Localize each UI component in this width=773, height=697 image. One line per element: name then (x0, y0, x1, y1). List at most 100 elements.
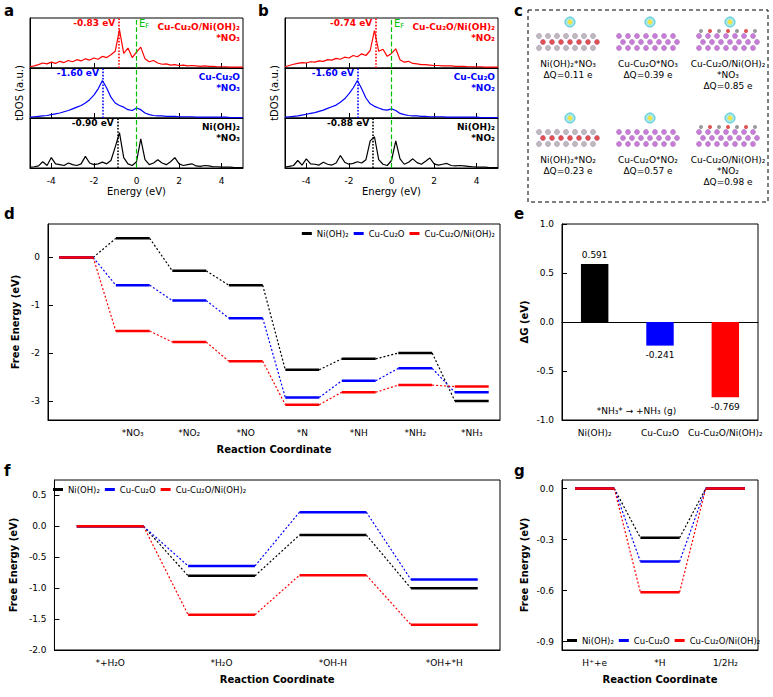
svg-text:Cu-Cu₂O/Ni(OH)₂: Cu-Cu₂O/Ni(OH)₂ (424, 229, 495, 239)
svg-text:*NH₂: *NH₂ (404, 428, 426, 438)
svg-text:-0.74 eV: -0.74 eV (330, 18, 372, 28)
svg-text:ΔQ=0.23 e: ΔQ=0.23 e (543, 166, 593, 176)
svg-text:Reaction Coordinate: Reaction Coordinate (220, 674, 335, 685)
svg-text:Cu-Cu₂O*NO₂: Cu-Cu₂O*NO₂ (618, 155, 678, 165)
svg-text:H⁺+e: H⁺+e (582, 658, 607, 668)
svg-text:-1.0: -1.0 (29, 583, 47, 593)
svg-text:Cu-Cu₂O/Ni(OH)₂: Cu-Cu₂O/Ni(OH)₂ (690, 636, 761, 646)
svg-text:*NO₃: *NO₃ (216, 33, 240, 43)
svg-text:-1.0: -1.0 (536, 415, 554, 425)
svg-text:-4: -4 (302, 176, 311, 186)
svg-text:Ni(OH)₂: Ni(OH)₂ (317, 229, 349, 239)
svg-text:*NO₂: *NO₂ (471, 133, 495, 143)
svg-text:4: 4 (474, 176, 480, 186)
svg-text:-0.83 eV: -0.83 eV (73, 18, 115, 28)
svg-text:1/2H₂: 1/2H₂ (713, 658, 738, 668)
svg-text:0.0: 0.0 (540, 317, 555, 327)
svg-text:tDOS (a.u.): tDOS (a.u.) (14, 65, 25, 121)
svg-text:-0.769: -0.769 (711, 402, 740, 412)
svg-text:-0.6: -0.6 (536, 586, 554, 596)
svg-text:Energy (eV): Energy (eV) (107, 186, 166, 197)
svg-text:d: d (4, 205, 15, 223)
svg-text:Cu-Cu₂O/Ni(OH)₂: Cu-Cu₂O/Ni(OH)₂ (691, 59, 766, 69)
svg-text:4: 4 (219, 176, 225, 186)
svg-text:Cu-Cu₂O/Ni(OH)₂: Cu-Cu₂O/Ni(OH)₂ (688, 428, 763, 438)
svg-text:b: b (258, 2, 269, 20)
svg-text:g: g (514, 462, 525, 480)
svg-text:Cu-Cu₂O: Cu-Cu₂O (641, 428, 679, 438)
svg-text:Free Energy (eV): Free Energy (eV) (8, 518, 19, 613)
svg-text:Cu-Cu₂O: Cu-Cu₂O (634, 636, 670, 646)
svg-text:ΔQ=0.98 e: ΔQ=0.98 e (703, 177, 753, 187)
svg-text:Ni(OH)₂*NO₂: Ni(OH)₂*NO₂ (540, 155, 596, 165)
svg-text:F: F (400, 22, 404, 30)
svg-text:Cu-Cu₂O: Cu-Cu₂O (199, 72, 241, 82)
svg-text:ΔQ=0.39 e: ΔQ=0.39 e (623, 70, 673, 80)
svg-text:-0.9: -0.9 (536, 637, 554, 647)
svg-text:2: 2 (431, 176, 437, 186)
svg-text:Ni(OH)₂: Ni(OH)₂ (202, 122, 240, 132)
svg-text:0.5: 0.5 (32, 490, 46, 500)
svg-text:-0.88 eV: -0.88 eV (327, 118, 369, 128)
svg-text:Reaction Coordinate: Reaction Coordinate (217, 444, 332, 455)
svg-text:Cu-Cu₂O*NO₃: Cu-Cu₂O*NO₃ (618, 59, 678, 69)
svg-text:2: 2 (176, 176, 182, 186)
svg-text:*OH+*H: *OH+*H (426, 658, 463, 668)
svg-text:ΔQ=0.57 e: ΔQ=0.57 e (623, 166, 673, 176)
svg-text:Ni(OH)₂*NO₃: Ni(OH)₂*NO₃ (540, 59, 596, 69)
svg-text:-1.60 eV: -1.60 eV (57, 68, 99, 78)
svg-text:*NO₂: *NO₂ (471, 83, 495, 93)
svg-text:-0.90 eV: -0.90 eV (72, 118, 114, 128)
svg-text:0: 0 (34, 252, 40, 262)
svg-text:-0.5: -0.5 (29, 552, 47, 562)
svg-text:0: 0 (389, 176, 395, 186)
svg-text:Cu-Cu₂O: Cu-Cu₂O (120, 485, 156, 495)
svg-text:e: e (514, 205, 524, 223)
svg-text:ΔG (eV): ΔG (eV) (519, 300, 530, 343)
svg-text:-0.241: -0.241 (645, 350, 674, 360)
svg-text:Free Energy (eV): Free Energy (eV) (10, 275, 21, 370)
svg-text:-4: -4 (47, 176, 56, 186)
svg-text:-0.5: -0.5 (536, 366, 554, 376)
svg-text:0.0: 0.0 (32, 521, 47, 531)
svg-text:Ni(OH)₂: Ni(OH)₂ (68, 485, 100, 495)
svg-text:*NO₃: *NO₃ (717, 70, 739, 80)
svg-text:*NO₃: *NO₃ (216, 133, 240, 143)
svg-text:*NO₂: *NO₂ (471, 33, 495, 43)
svg-text:-3: -3 (31, 396, 40, 406)
svg-text:*NO: *NO (237, 428, 255, 438)
svg-text:0.591: 0.591 (582, 250, 608, 260)
svg-text:*+H₂O: *+H₂O (95, 658, 125, 668)
svg-text:*H: *H (654, 658, 665, 668)
svg-text:*OH-H: *OH-H (319, 658, 347, 668)
svg-text:-0.3: -0.3 (536, 535, 554, 545)
svg-text:0: 0 (134, 176, 140, 186)
svg-text:Ni(OH)₂: Ni(OH)₂ (582, 636, 614, 646)
svg-text:1.0: 1.0 (540, 219, 555, 229)
svg-text:Reaction Coordinate: Reaction Coordinate (603, 674, 718, 685)
svg-text:*H₂O: *H₂O (211, 658, 233, 668)
svg-text:Cu-Cu₂O: Cu-Cu₂O (454, 72, 496, 82)
svg-text:-2: -2 (344, 176, 353, 186)
svg-text:c: c (514, 2, 523, 20)
svg-text:Cu-Cu₂O/Ni(OH)₂: Cu-Cu₂O/Ni(OH)₂ (157, 22, 240, 32)
svg-text:*N: *N (297, 428, 308, 438)
svg-text:Cu-Cu₂O/Ni(OH)₂: Cu-Cu₂O/Ni(OH)₂ (691, 155, 766, 165)
svg-text:*NO₂: *NO₂ (178, 428, 200, 438)
svg-text:*NO₃: *NO₃ (122, 428, 144, 438)
svg-text:*NH₃* → +NH₃ (g): *NH₃* → +NH₃ (g) (597, 406, 677, 416)
svg-text:-2.0: -2.0 (29, 645, 47, 655)
svg-text:Cu-Cu₂O/Ni(OH)₂: Cu-Cu₂O/Ni(OH)₂ (412, 22, 495, 32)
svg-text:*NO₂: *NO₂ (717, 166, 739, 176)
svg-text:-2: -2 (89, 176, 98, 186)
svg-text:*NH₃: *NH₃ (461, 428, 483, 438)
svg-text:Ni(OH)₂: Ni(OH)₂ (457, 122, 495, 132)
svg-text:F: F (145, 22, 149, 30)
svg-text:ΔQ=0.11 e: ΔQ=0.11 e (543, 70, 593, 80)
svg-text:*NO₃: *NO₃ (216, 83, 240, 93)
svg-text:Ni(OH)₂: Ni(OH)₂ (578, 428, 612, 438)
svg-text:Cu-Cu₂O: Cu-Cu₂O (369, 229, 405, 239)
svg-text:Cu-Cu₂O/Ni(OH)₂: Cu-Cu₂O/Ni(OH)₂ (176, 485, 247, 495)
svg-text:-1: -1 (31, 300, 40, 310)
svg-text:*NH: *NH (350, 428, 368, 438)
